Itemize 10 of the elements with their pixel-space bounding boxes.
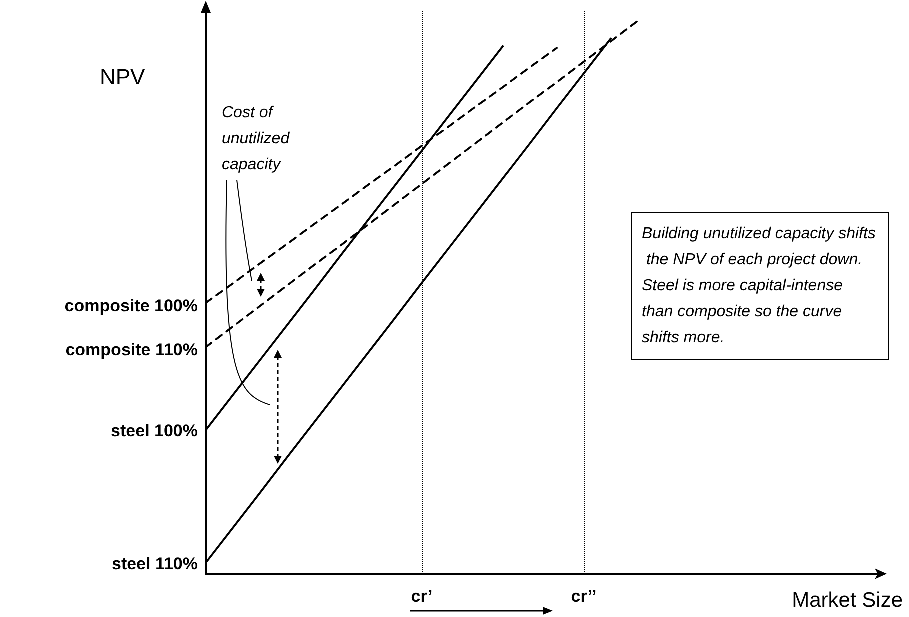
annotation: Building unutilized capacity shifts the NPV of each project down. Steel is more capital-intense than composite so the curve shifts more. (642, 226, 876, 346)
text: steel 110% (112, 554, 198, 574)
x-tick-label: cr’’ (571, 587, 597, 606)
text: composite 100% (64, 296, 198, 316)
annotation: Cost of unutilized capacity (222, 104, 294, 174)
x-axis-title: Market Size (792, 589, 904, 612)
y-axis-title: NPV (100, 64, 146, 90)
text: steel 100% (111, 422, 198, 440)
text: composite 110% (66, 340, 198, 360)
x-tick-label: cr’ (411, 587, 433, 606)
